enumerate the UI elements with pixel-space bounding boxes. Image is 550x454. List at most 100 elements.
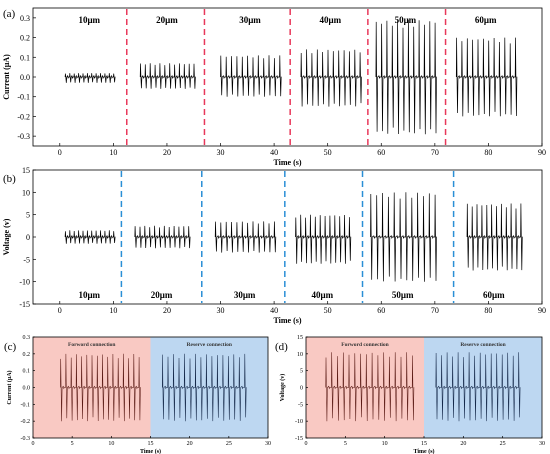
y-tick-label-panel-3-2: -5 <box>298 402 303 408</box>
signal-trace-panel-0-2 <box>220 55 282 97</box>
y-tick-label-panel-0-2: -0.1 <box>17 93 30 102</box>
x-tick-label-panel-0-6: 60 <box>377 148 385 157</box>
region-label-panel-2-1: Reserve connection <box>187 342 232 348</box>
x-tick-label-panel-2-6: 30 <box>265 441 271 447</box>
y-tick-label-panel-3-5: 10 <box>297 352 303 358</box>
y-tick-label-panel-2-5: 0.2 <box>23 352 31 358</box>
signal-trace-panel-0-0 <box>64 73 116 83</box>
x-axis-label-panel-1: Time (s) <box>273 316 301 325</box>
y-tick-label-panel-1-0: -15 <box>19 300 30 309</box>
signal-trace-panel-2-0 <box>60 353 141 422</box>
x-tick-label-panel-1-4: 40 <box>270 306 278 315</box>
y-tick-label-panel-1-5: 10 <box>22 188 30 197</box>
x-tick-label-panel-0-7: 70 <box>431 148 439 157</box>
y-axis-label-panel-1: Voltage (v) <box>2 218 11 255</box>
y-tick-label-panel-3-4: 5 <box>300 369 303 375</box>
x-tick-label-panel-0-3: 30 <box>217 148 225 157</box>
y-tick-label-panel-2-3: 0.0 <box>23 386 31 392</box>
x-tick-label-panel-1-0: 0 <box>58 306 62 315</box>
segment-label-panel-0-4: 50μm <box>395 15 417 25</box>
y-tick-label-panel-2-2: -0.1 <box>21 402 31 408</box>
x-tick-label-panel-1-9: 90 <box>538 306 546 315</box>
y-tick-label-panel-1-2: -5 <box>23 255 30 264</box>
signal-trace-panel-1-3 <box>295 214 352 264</box>
y-axis-label-panel-3: Voltage (v) <box>279 374 286 402</box>
y-tick-label-panel-3-1: -10 <box>295 419 303 425</box>
signal-trace-panel-0-4 <box>375 19 437 135</box>
segment-label-panel-0-1: 20μm <box>156 15 178 25</box>
x-axis-label-panel-0: Time (s) <box>273 158 301 167</box>
x-tick-label-panel-2-4: 20 <box>187 441 193 447</box>
x-axis-label-panel-2: Time (s) <box>140 448 161 454</box>
x-tick-label-panel-0-0: 0 <box>58 148 62 157</box>
region-label-panel-3-0: Forword connection <box>341 342 389 348</box>
y-tick-label-panel-1-4: 5 <box>26 211 30 220</box>
x-tick-label-panel-2-0: 0 <box>32 441 35 447</box>
panel-label-panel-0: (a) <box>3 8 16 20</box>
signal-trace-panel-3-1 <box>435 352 521 422</box>
segment-label-panel-1-4: 50μm <box>392 290 414 300</box>
segment-label-panel-0-5: 60μm <box>475 15 497 25</box>
signal-trace-panel-2-1 <box>162 353 247 422</box>
y-tick-label-panel-0-0: -0.3 <box>17 132 30 141</box>
x-tick-label-panel-3-4: 20 <box>460 441 466 447</box>
y-tick-label-panel-2-4: 0.1 <box>23 369 31 375</box>
x-tick-label-panel-1-1: 10 <box>109 306 117 315</box>
x-tick-label-panel-3-0: 0 <box>305 441 308 447</box>
signal-trace-panel-1-1 <box>134 225 191 249</box>
y-tick-label-panel-0-4: 0.1 <box>20 53 30 62</box>
y-tick-label-panel-0-5: 0.2 <box>20 34 30 43</box>
y-tick-label-panel-1-3: 0 <box>26 233 30 242</box>
signal-trace-panel-1-5 <box>466 203 523 271</box>
x-tick-label-panel-0-9: 90 <box>538 148 546 157</box>
signal-trace-panel-0-5 <box>455 37 518 117</box>
x-tick-label-panel-3-5: 25 <box>500 441 506 447</box>
signal-trace-panel-3-0 <box>325 352 415 422</box>
x-tick-label-panel-1-7: 70 <box>431 306 439 315</box>
x-tick-label-panel-2-1: 5 <box>71 441 74 447</box>
y-tick-label-panel-2-0: -0.3 <box>21 436 31 442</box>
x-axis-label-panel-3: Time (s) <box>413 448 434 454</box>
signal-trace-panel-0-1 <box>139 63 196 89</box>
signal-trace-panel-1-4 <box>370 192 437 282</box>
y-tick-label-panel-3-0: -15 <box>295 436 303 442</box>
x-tick-label-panel-1-6: 60 <box>377 306 385 315</box>
y-axis-label-panel-2: Current (μA) <box>6 370 13 404</box>
x-tick-label-panel-2-3: 15 <box>148 441 154 447</box>
segment-label-panel-1-5: 60μm <box>483 290 505 300</box>
y-tick-label-panel-0-6: 0.3 <box>20 14 30 23</box>
signal-trace-panel-0-3 <box>300 49 362 107</box>
y-tick-label-panel-1-1: -10 <box>19 278 30 287</box>
panel-label-panel-3: (d) <box>275 341 288 353</box>
segment-label-panel-1-2: 30μm <box>234 290 256 300</box>
x-tick-label-panel-0-8: 80 <box>484 148 492 157</box>
panel-label-panel-1: (b) <box>3 173 16 185</box>
x-tick-label-panel-0-4: 40 <box>270 148 278 157</box>
y-tick-label-panel-2-6: 0.3 <box>23 335 31 341</box>
x-tick-label-panel-3-6: 30 <box>539 441 545 447</box>
y-tick-label-panel-0-3: 0.0 <box>20 73 30 82</box>
x-tick-label-panel-0-1: 10 <box>109 148 117 157</box>
x-tick-label-panel-3-1: 5 <box>344 441 347 447</box>
x-tick-label-panel-1-3: 30 <box>217 306 225 315</box>
segment-label-panel-0-3: 40μm <box>320 15 342 25</box>
x-tick-label-panel-1-2: 20 <box>163 306 171 315</box>
signal-trace-panel-1-2 <box>214 221 277 253</box>
x-tick-label-panel-3-2: 10 <box>382 441 388 447</box>
y-tick-label-panel-1-6: 15 <box>22 166 30 175</box>
segment-label-panel-0-0: 10μm <box>78 15 100 25</box>
signal-trace-panel-1-0 <box>64 230 116 244</box>
y-tick-label-panel-2-1: -0.2 <box>21 419 31 425</box>
region-label-panel-2-0: Forword connection <box>68 342 116 348</box>
segment-label-panel-1-3: 40μm <box>312 290 334 300</box>
x-tick-label-panel-2-5: 25 <box>226 441 232 447</box>
x-tick-label-panel-0-2: 20 <box>163 148 171 157</box>
x-tick-label-panel-1-5: 50 <box>324 306 332 315</box>
y-tick-label-panel-3-6: 15 <box>297 335 303 341</box>
y-tick-label-panel-3-3: 0 <box>300 386 303 392</box>
segment-label-panel-1-0: 10μm <box>78 290 100 300</box>
segment-label-panel-1-1: 20μm <box>151 290 173 300</box>
y-axis-label-panel-0: Current (μA) <box>2 54 11 100</box>
x-tick-label-panel-3-3: 15 <box>421 441 427 447</box>
